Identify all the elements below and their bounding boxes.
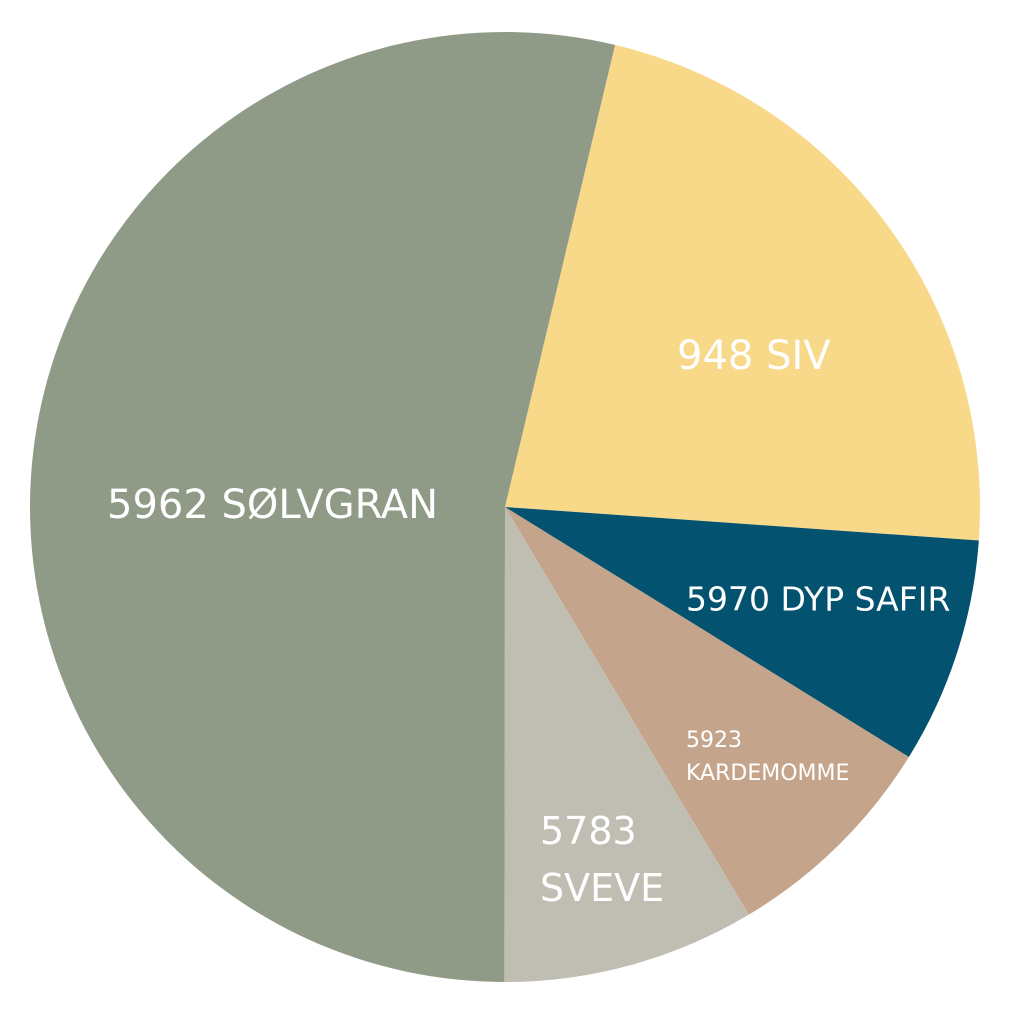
slice-label: 5923 KARDEMOMME [686,728,849,786]
slice-label: 5962 SØLVGRAN [107,482,438,528]
label-line: SVEVE [540,866,664,910]
label-line: 5923 [686,728,742,753]
pie-slice [505,507,979,758]
pie-slice [29,31,616,982]
label-line: KARDEMOMME [686,761,849,786]
pie-slice [505,44,981,541]
pie-slice [504,507,749,982]
pie-slice [505,507,909,915]
slice-label: 5970 DYP SAFIR [686,580,950,619]
slice-label: 5783 SVEVE [540,809,664,910]
label-line: 5783 [540,809,637,853]
slice-label: 948 SIV [677,333,831,379]
